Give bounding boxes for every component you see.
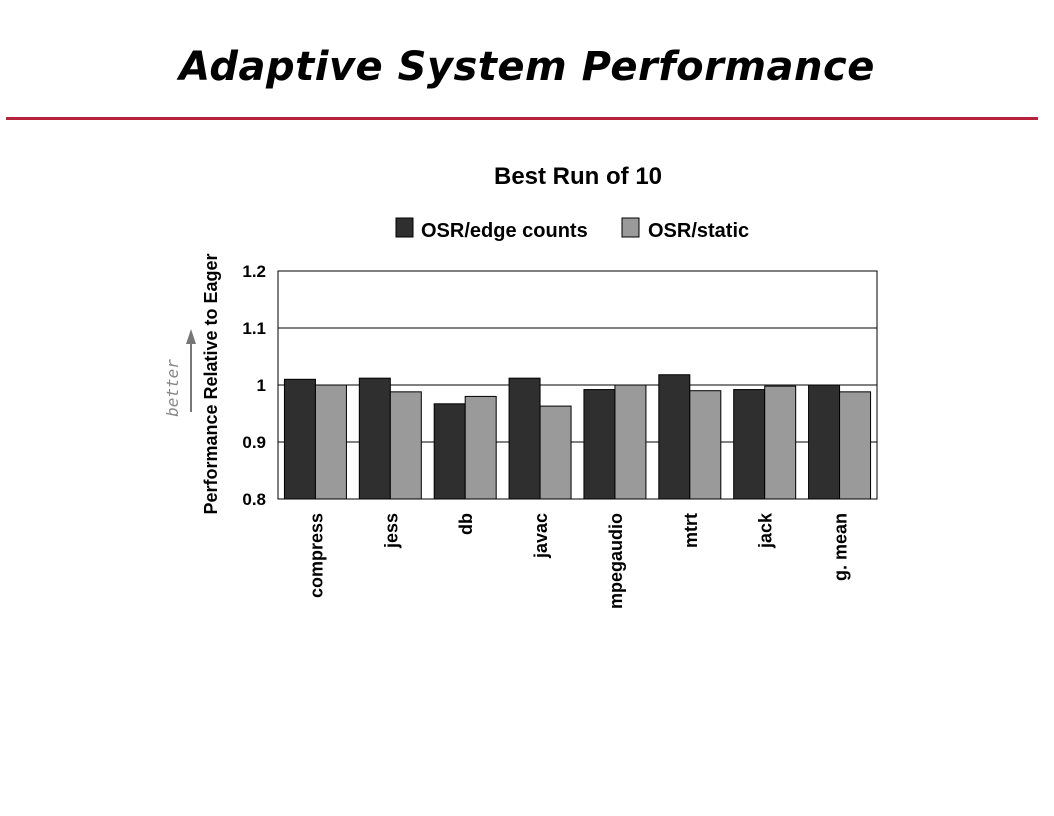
x-axis-categories: compress jess db javac mpegaudio mtrt jack g. m… [306,512,850,609]
plot-area [277,270,878,500]
y-tick-label: 1 [257,376,266,395]
x-category-label: g. mean [831,513,851,581]
bar-series-1 [358,377,391,500]
title-divider [6,117,1038,120]
x-category-label: jack [756,512,776,549]
chart-title: Best Run of 10 [494,163,662,190]
bar-series-1 [433,403,466,500]
bar-series-2 [464,395,497,500]
bar-series-2 [764,385,797,500]
y-tick-label: 0.8 [242,490,266,509]
x-category-label: mtrt [681,513,701,548]
bar-series-1 [733,389,766,500]
better-arrow-head [186,329,196,344]
bar-series-2 [314,384,347,500]
bar-series-1 [808,384,841,500]
y-axis-title: Performance Relative to Eager [201,253,221,514]
y-tick-label: 1.1 [242,319,266,338]
bar-series-2 [539,405,572,500]
better-label: better [163,359,182,417]
better-annotation: better [163,329,196,417]
bars [283,374,872,500]
legend-label-series-2: OSR/static [648,220,749,242]
bar-series-1 [283,378,316,500]
x-category-label: jess [381,513,401,549]
y-tick-label: 0.9 [242,433,266,452]
x-category-label: compress [306,513,326,598]
legend-label-series-1: OSR/edge counts [421,220,588,242]
x-category-label: javac [531,513,551,559]
legend-swatch-series-2 [621,217,640,238]
y-axis-ticks: 0.8 0.9 1 1.1 1.2 [242,262,266,509]
legend: OSR/edge counts OSR/static [395,217,749,242]
x-category-label: db [456,513,476,535]
bar-series-1 [583,389,616,500]
bar-series-2 [839,391,872,500]
bar-series-2 [389,391,422,500]
bar-series-2 [614,384,647,500]
legend-swatch-series-1 [395,217,414,238]
bar-series-2 [689,390,722,500]
y-tick-label: 1.2 [242,262,266,281]
bar-series-1 [508,377,541,500]
x-category-label: mpegaudio [606,513,626,609]
bar-series-1 [658,374,691,500]
slide-title: Adaptive System Performance [179,44,875,90]
